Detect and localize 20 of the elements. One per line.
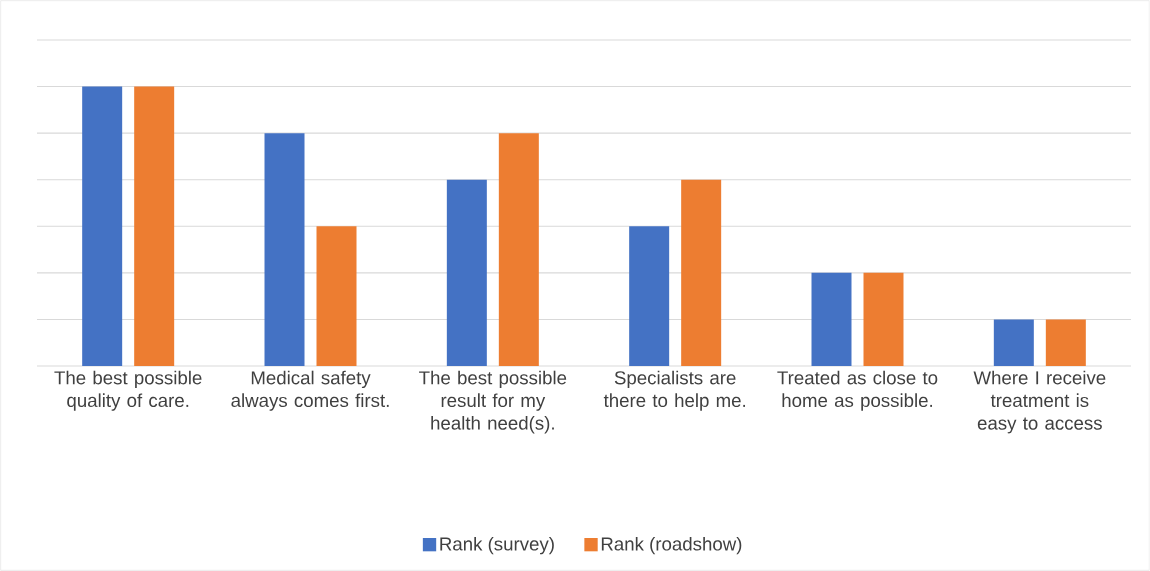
x-tick-label: Treated as close to home as possible. — [777, 370, 938, 411]
x-tick-label: The best possible quality of care. — [54, 370, 202, 411]
bar — [629, 226, 670, 366]
bar — [863, 272, 904, 366]
bar — [446, 179, 487, 366]
bar — [993, 319, 1034, 366]
bar — [1045, 319, 1086, 366]
x-tick-label: Medical safety always comes first. — [231, 370, 389, 411]
legend-label: Rank (roadshow) — [601, 536, 742, 555]
bar — [811, 272, 852, 366]
x-tick-label: Where I receive treatment is easy to access — [973, 370, 1106, 434]
bar — [681, 179, 722, 366]
bar — [264, 133, 305, 366]
bar — [134, 86, 175, 366]
x-tick-label: The best possible result for my health need(s). — [419, 370, 567, 434]
x-tick-label: Specialists are there to help me. — [603, 370, 746, 411]
bar — [316, 226, 357, 366]
bar — [82, 86, 123, 366]
bar — [498, 133, 539, 366]
legend-label: Rank (survey) — [440, 536, 554, 555]
